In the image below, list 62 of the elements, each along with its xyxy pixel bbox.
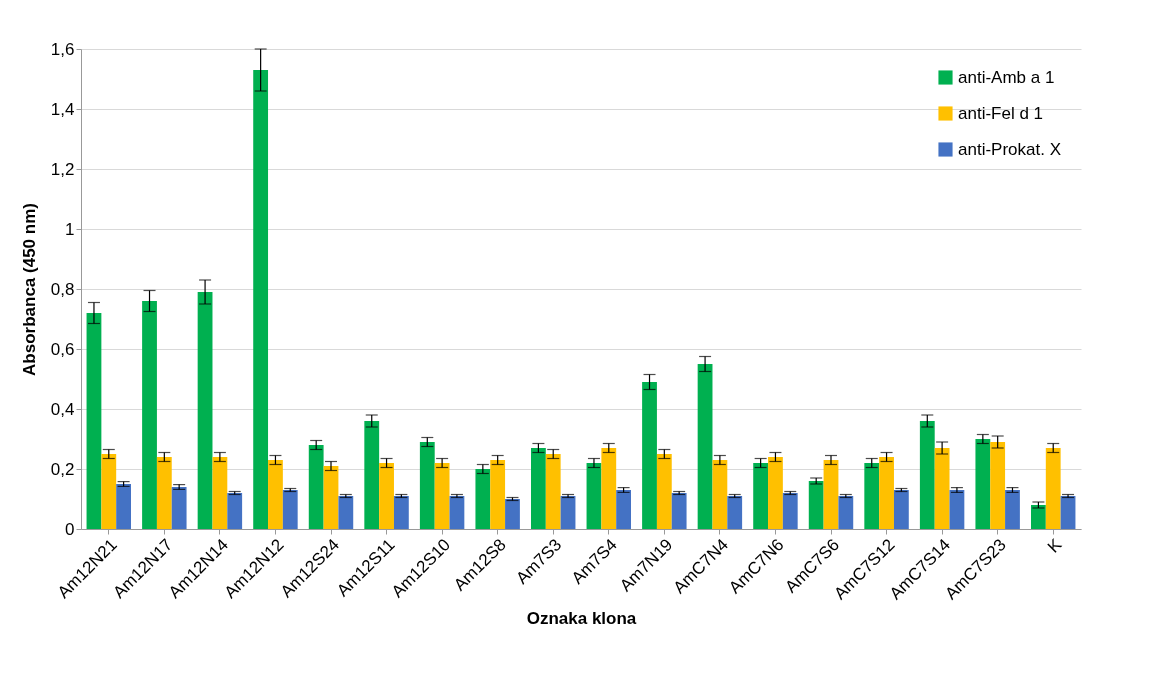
bar (282, 490, 298, 529)
bar (393, 496, 409, 529)
bar (642, 382, 657, 529)
bar (434, 463, 450, 529)
bar (268, 460, 283, 529)
bar (419, 442, 435, 529)
bar (727, 496, 743, 529)
bar (990, 442, 1006, 529)
x-axis-title: Oznaka klona (526, 608, 637, 628)
y-tick-label: 1,6 (50, 39, 75, 59)
bar (601, 448, 617, 529)
bar (142, 301, 157, 529)
y-tick-label: 0,4 (50, 399, 75, 419)
bar (864, 463, 880, 529)
bar (1045, 448, 1061, 529)
bar (893, 490, 909, 529)
bar (656, 454, 672, 529)
bar (1060, 496, 1076, 529)
bar (879, 457, 894, 529)
legend-label: anti-Prokat. X (958, 139, 1061, 159)
y-tick-label: 0,8 (50, 279, 75, 299)
y-tick-label: 1 (65, 219, 75, 239)
bar (712, 460, 728, 529)
y-tick-label: 1,2 (50, 159, 75, 179)
bar (545, 454, 561, 529)
bar (823, 460, 839, 529)
bar (253, 70, 269, 529)
x-tick-label: K (1043, 534, 1066, 557)
y-tick-label: 0,2 (50, 459, 75, 479)
bar (671, 493, 687, 529)
bar (308, 445, 324, 529)
y-tick-label: 0 (65, 519, 75, 539)
bar (156, 457, 172, 529)
bar (560, 496, 576, 529)
bar (449, 496, 465, 529)
bar (586, 463, 602, 529)
bar (101, 454, 117, 529)
bar (227, 493, 243, 529)
bar (338, 496, 354, 529)
bar (379, 463, 394, 529)
bar (475, 469, 491, 529)
legend-label: anti-Fel d 1 (958, 103, 1044, 123)
bar (838, 496, 854, 529)
bar (197, 292, 213, 529)
y-tick-label: 0,6 (50, 339, 75, 359)
bar (323, 466, 339, 529)
bar (975, 439, 991, 529)
bar (490, 460, 506, 529)
y-axis-title: Absorbanca (450 nm) (19, 203, 39, 376)
bar (782, 493, 798, 529)
bar (364, 421, 380, 529)
bar (212, 457, 228, 529)
bar (531, 448, 546, 529)
legend-label: anti-Amb a 1 (958, 67, 1055, 87)
bar (753, 463, 769, 529)
bar (768, 457, 783, 529)
bar (86, 313, 102, 529)
bar (919, 421, 935, 529)
bar (505, 499, 520, 529)
bar (934, 448, 950, 529)
y-tick-label: 1,4 (50, 99, 75, 119)
bar (697, 364, 713, 529)
